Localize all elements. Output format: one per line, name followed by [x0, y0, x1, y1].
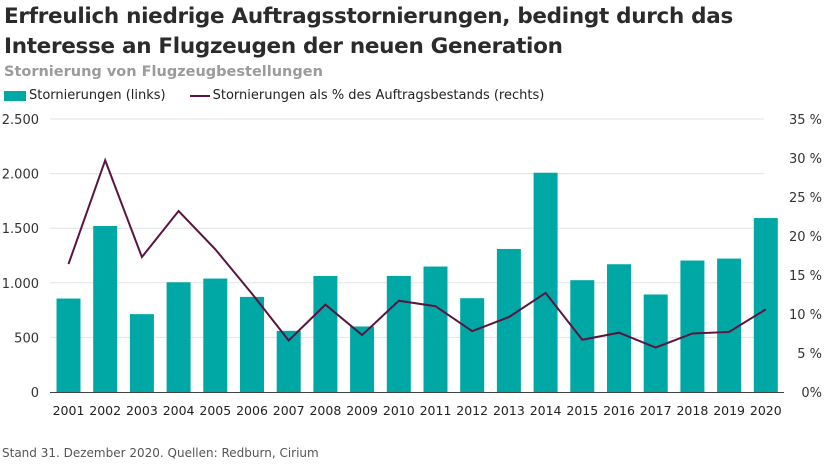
legend: Stornierungen (links) Stornierungen als …	[4, 88, 544, 103]
x-tick-label: 2001	[53, 403, 85, 418]
left-tick-label: 2.000	[2, 168, 39, 183]
right-tick-label: 30 %	[789, 152, 822, 167]
x-tick-label: 2011	[420, 403, 452, 418]
x-tick-label: 2018	[676, 403, 708, 418]
legend-line-label: Stornierungen als % des Auftragsbestands…	[212, 88, 545, 103]
legend-bar-swatch	[4, 90, 26, 101]
left-tick-label: 2.500	[2, 113, 39, 128]
chart-title: Erfreulich niedrige Auftragsstornierunge…	[4, 4, 733, 59]
left-tick-label: 1.000	[2, 277, 39, 292]
left-tick-label: 1.500	[2, 222, 39, 237]
bar-2008	[313, 275, 338, 392]
bar-2003	[129, 314, 154, 392]
right-axis-ticks: 0% 5 % 10 % 15 % 20 % 25 % 30 % 35 %	[789, 113, 822, 401]
right-tick-label: 0%	[801, 386, 822, 401]
x-tick-label: 2019	[713, 403, 745, 418]
bar-2020	[753, 218, 778, 392]
left-axis-ticks: 0 500 1.000 1.500 2.000 2.500	[2, 113, 39, 401]
right-tick-label: 25 %	[789, 191, 822, 206]
bar-series	[56, 172, 778, 392]
right-tick-label: 5 %	[797, 347, 822, 362]
bar-2004	[166, 282, 191, 392]
right-tick-label: 15 %	[789, 269, 822, 284]
bar-2005	[203, 278, 228, 392]
left-tick-label: 0	[31, 386, 39, 401]
chart-subtitle: Stornierung von Flugzeugbestellungen	[4, 64, 323, 80]
legend-bar-label: Stornierungen (links)	[29, 88, 166, 103]
line-series	[67, 157, 767, 349]
x-tick-label: 2002	[89, 403, 121, 418]
x-tick-label: 2005	[199, 403, 231, 418]
x-tick-label: 2013	[493, 403, 525, 418]
bar-2002	[93, 226, 118, 392]
x-tick-label: 2014	[530, 403, 562, 418]
bar-2016	[607, 264, 631, 392]
x-tick-label: 2007	[273, 403, 305, 418]
right-tick-label: 10 %	[789, 308, 822, 323]
bar-2010	[386, 275, 411, 392]
bar-2014	[533, 172, 558, 392]
source-note: Stand 31. Dezember 2020. Quellen: Redbur…	[2, 446, 319, 460]
right-tick-label: 20 %	[789, 230, 822, 245]
x-tick-label: 2008	[309, 403, 341, 418]
bar-2019	[717, 258, 742, 392]
x-tick-label: 2012	[456, 403, 488, 418]
x-tick-label: 2016	[603, 403, 635, 418]
bar-2018	[680, 260, 705, 392]
line-path	[67, 157, 767, 349]
x-tick-label: 2009	[346, 403, 378, 418]
x-tick-label: 2020	[750, 403, 782, 418]
x-tick-label: 2004	[163, 403, 195, 418]
right-tick-label: 35 %	[789, 113, 822, 128]
bar-2012	[460, 298, 485, 392]
bar-2009	[350, 326, 375, 392]
bar-2011	[423, 266, 448, 392]
x-tick-label: 2006	[236, 403, 268, 418]
left-tick-label: 500	[14, 331, 39, 346]
bar-2001	[56, 298, 81, 392]
x-tick-label: 2015	[566, 403, 598, 418]
bar-2015	[570, 280, 595, 392]
x-tick-label: 2003	[126, 403, 158, 418]
bar-2006	[240, 296, 264, 392]
x-tick-label: 2010	[383, 403, 415, 418]
legend-line-swatch	[189, 94, 210, 97]
x-tick-label: 2017	[640, 403, 672, 418]
x-axis-ticks: 2001 2002 2003 2004 2005 2006 2007 2008 2009 2010…	[53, 403, 782, 418]
